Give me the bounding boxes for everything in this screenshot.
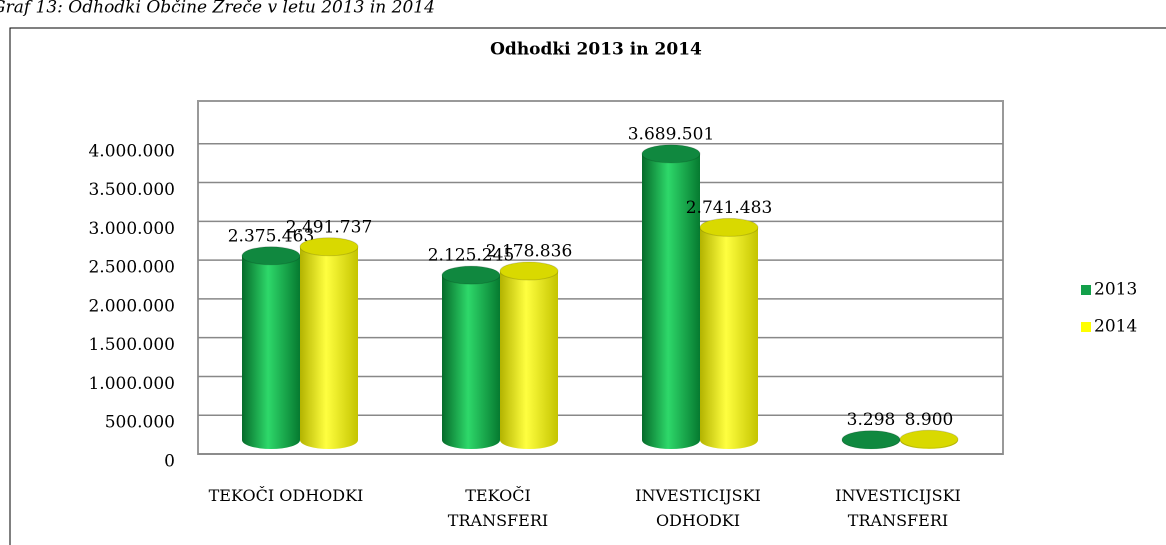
value-label: 2.491.737 xyxy=(286,217,373,237)
legend-label: 2013 xyxy=(1094,280,1137,300)
value-label: 3.298 xyxy=(847,410,896,430)
cylinder-top xyxy=(441,265,501,285)
cylinder xyxy=(499,261,559,449)
cylinder-top xyxy=(899,429,959,449)
cylinder-body xyxy=(642,153,700,449)
cylinder-top xyxy=(641,144,701,164)
y-tick-label: 2.500.000 xyxy=(88,258,175,278)
x-tick-label: INVESTICIJSKI ODHODKI xyxy=(635,486,761,530)
frame xyxy=(9,27,1166,545)
y-tick-label: 1.500.000 xyxy=(88,335,175,355)
y-tick-label: 3.500.000 xyxy=(88,180,175,200)
y-tick-label: 4.000.000 xyxy=(88,141,175,161)
cylinder xyxy=(241,246,301,449)
cylinder-body xyxy=(700,227,758,449)
y-tick-label: 1.000.000 xyxy=(88,374,175,394)
cylinder xyxy=(899,429,959,449)
x-tick-label: TEKOČI TRANSFERI xyxy=(447,486,549,530)
legend-label: 2014 xyxy=(1094,317,1137,337)
value-label: 2.741.483 xyxy=(686,198,773,218)
cylinder-body xyxy=(442,275,500,449)
legend-swatch xyxy=(1081,322,1091,332)
legend-swatch xyxy=(1081,285,1091,295)
y-tick-label: 0 xyxy=(164,452,175,472)
cylinder-body xyxy=(300,246,358,449)
cylinder xyxy=(299,237,359,449)
y-tick-label: 2.000.000 xyxy=(88,296,175,316)
cylinder xyxy=(641,144,701,449)
caption: Graf 13: Odhodki Občine Zreče v letu 201… xyxy=(0,0,435,18)
cylinder-top xyxy=(299,237,359,257)
value-label: 8.900 xyxy=(905,410,954,430)
cylinder-top xyxy=(241,246,301,266)
cylinder-top xyxy=(699,217,759,237)
value-label: 2.125.245 xyxy=(428,246,515,266)
cylinder-top xyxy=(499,261,559,281)
cylinder-body xyxy=(500,271,558,449)
value-label: 2.375.463 xyxy=(228,226,315,246)
x-tick-label: INVESTICIJSKI TRANSFERI xyxy=(835,486,961,530)
value-label: 2.178.836 xyxy=(486,242,573,262)
x-tick-label: TEKOČI ODHODKI xyxy=(208,486,364,505)
cylinder xyxy=(699,217,759,449)
y-tick-label: 3.000.000 xyxy=(88,219,175,239)
chart-title: Odhodki 2013 in 2014 xyxy=(490,40,702,60)
value-label: 3.689.501 xyxy=(628,124,715,144)
cylinder-body xyxy=(242,255,300,449)
y-tick-label: 500.000 xyxy=(105,413,175,433)
cylinder xyxy=(441,265,501,449)
cylinder xyxy=(841,430,901,450)
cylinder-top xyxy=(841,430,901,450)
